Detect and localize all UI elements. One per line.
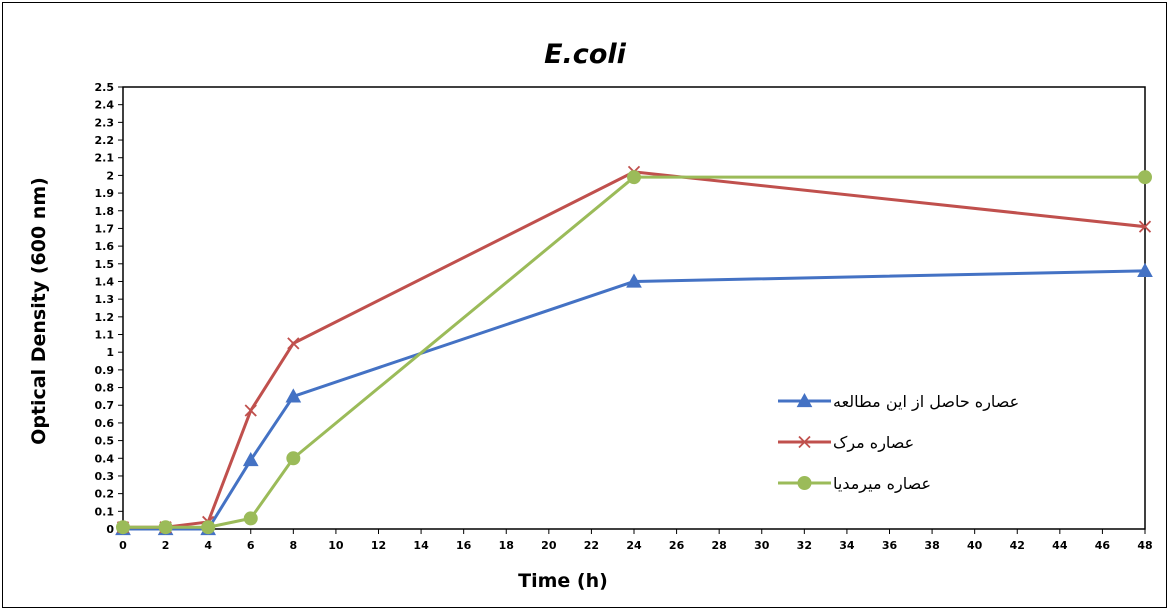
y-tick-label: 2.2 xyxy=(95,134,115,147)
y-tick-label: 0.8 xyxy=(95,382,115,395)
x-tick-label: 44 xyxy=(1052,539,1068,552)
y-tick-label: 2.1 xyxy=(95,152,115,165)
x-tick-label: 48 xyxy=(1137,539,1152,552)
data-point xyxy=(627,170,641,185)
x-tick-label: 24 xyxy=(626,539,642,552)
legend-item: عصاره میرمدیا xyxy=(778,474,931,494)
y-tick-label: 1.2 xyxy=(95,311,115,324)
data-point xyxy=(116,520,130,535)
x-axis-ticks: 0 2 4 6 8 10 12 14 16 18 20 22 24 26 28 30 32 34 36 38 40 42 4… xyxy=(119,529,1153,552)
y-tick-label: 0.5 xyxy=(95,435,115,448)
x-tick-label: 14 xyxy=(413,539,429,552)
x-tick-label: 16 xyxy=(456,539,472,552)
legend-marker xyxy=(798,435,811,449)
plot-area xyxy=(122,86,1146,530)
y-tick-label: 0.9 xyxy=(95,364,115,377)
data-point xyxy=(243,511,258,526)
y-tick-label: 1.5 xyxy=(95,258,115,271)
y-tick-label: 1.6 xyxy=(95,240,115,253)
x-tick-label: 32 xyxy=(797,539,812,552)
x-tick-label: 42 xyxy=(1010,539,1025,552)
y-tick-label: 2.5 xyxy=(95,81,115,94)
legend-label: عصاره حاصل از این مطالعه xyxy=(833,392,1019,412)
series-2 xyxy=(116,165,1152,534)
x-tick-label: 18 xyxy=(499,539,514,552)
x-tick-label: 34 xyxy=(839,539,855,552)
y-tick-label: 0.1 xyxy=(95,505,115,518)
data-point xyxy=(158,520,173,535)
legend-item: عصاره حاصل از این مطالعه xyxy=(778,392,1019,412)
data-point xyxy=(626,273,642,288)
x-tick-label: 6 xyxy=(247,539,255,552)
x-tick-label: 22 xyxy=(584,539,599,552)
x-tick-label: 2 xyxy=(162,539,170,552)
y-tick-label: 1.8 xyxy=(95,205,115,218)
data-point xyxy=(285,388,302,403)
data-point xyxy=(286,451,301,466)
series-layer xyxy=(115,165,1153,536)
x-tick-label: 40 xyxy=(967,539,983,552)
y-axis-title: Optical Density (600 nm) xyxy=(28,177,50,445)
x-tick-label: 10 xyxy=(328,539,344,552)
y-tick-label: 0.4 xyxy=(95,452,115,465)
y-tick-label: 1.3 xyxy=(95,293,115,306)
y-tick-label: 0.6 xyxy=(95,417,115,430)
x-tick-label: 8 xyxy=(290,539,298,552)
x-tick-label: 30 xyxy=(754,539,770,552)
y-tick-label: 1.7 xyxy=(95,222,115,235)
line-chart: E.coli Optical Density (600 nm) Time (h)… xyxy=(28,39,1153,592)
y-tick-label: 0.7 xyxy=(95,399,115,412)
series-line xyxy=(123,175,1145,529)
data-point xyxy=(1137,262,1153,277)
y-tick-label: 1.1 xyxy=(95,329,115,342)
x-tick-label: 26 xyxy=(669,539,685,552)
legend-label: عصاره میرمدیا xyxy=(833,474,931,494)
x-tick-label: 12 xyxy=(371,539,386,552)
legend-item: عصاره مرک xyxy=(778,433,914,453)
y-tick-label: 1.9 xyxy=(95,187,115,200)
y-tick-label: 2 xyxy=(106,169,114,182)
x-tick-label: 0 xyxy=(119,539,127,552)
legend: عصاره حاصل از این مطالعه عصاره مرک عصاره م… xyxy=(778,392,1019,494)
legend-marker xyxy=(796,392,813,408)
data-point xyxy=(201,520,216,535)
data-point xyxy=(244,404,257,417)
y-tick-label: 0 xyxy=(106,523,114,536)
chart-title: E.coli xyxy=(544,39,627,70)
y-tick-label: 2.4 xyxy=(95,99,115,112)
y-tick-label: 1 xyxy=(106,346,114,359)
series-line xyxy=(123,170,1146,529)
y-tick-label: 1.4 xyxy=(95,275,115,288)
x-tick-label: 20 xyxy=(541,539,557,552)
series-3 xyxy=(116,170,1152,535)
x-tick-label: 4 xyxy=(204,539,212,552)
data-point xyxy=(1138,220,1152,233)
x-tick-label: 36 xyxy=(882,539,898,552)
y-axis-ticks: 0 0.1 0.2 0.3 0.4 0.5 0.6 0.7 0.8 0.9 1 1.1 1.2 1.3 1.… xyxy=(95,81,123,536)
x-tick-label: 46 xyxy=(1095,539,1111,552)
y-tick-label: 0.3 xyxy=(95,470,115,483)
data-point xyxy=(1138,170,1152,185)
x-axis-title: Time (h) xyxy=(518,570,608,592)
x-tick-label: 28 xyxy=(712,539,727,552)
x-tick-label: 38 xyxy=(924,539,939,552)
data-point xyxy=(242,452,259,467)
data-point xyxy=(287,337,300,350)
y-tick-label: 2.3 xyxy=(95,116,115,129)
y-tick-label: 0.2 xyxy=(95,488,115,501)
legend-label: عصاره مرک xyxy=(833,433,914,453)
legend-marker xyxy=(797,476,812,490)
